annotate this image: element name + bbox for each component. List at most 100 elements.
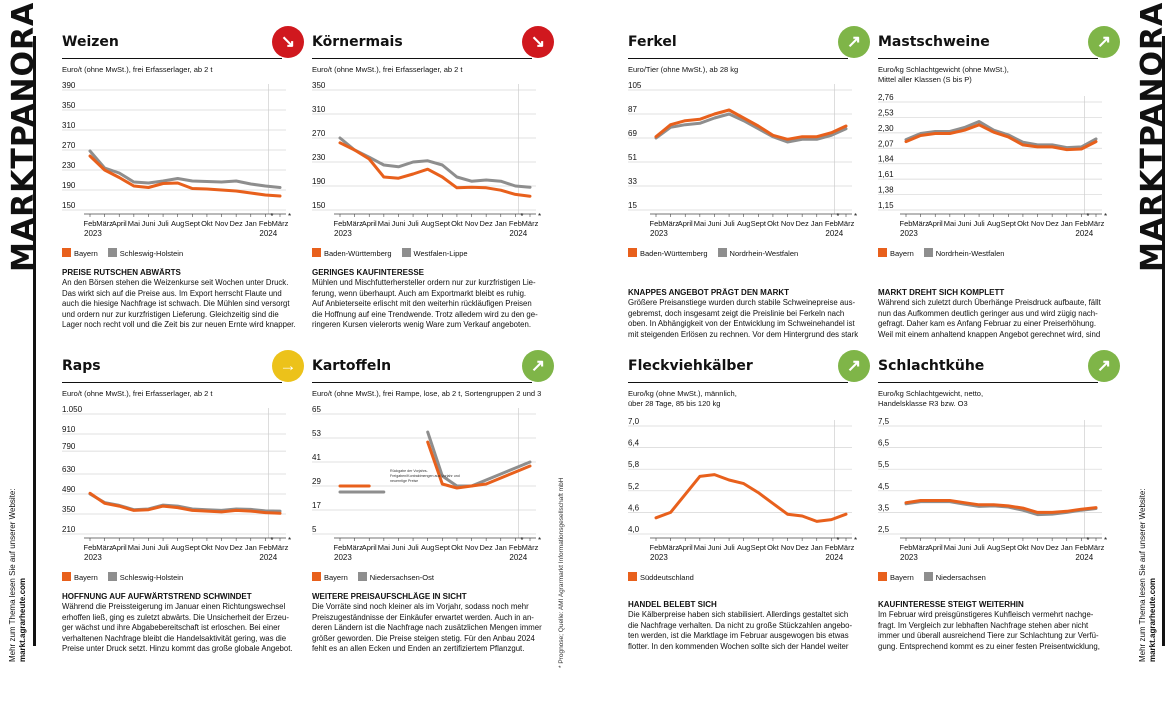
panel-title: Mastschweine bbox=[878, 34, 990, 50]
y-tick-label: 270 bbox=[62, 141, 76, 150]
panel-text-line: fragt. Im Vergleich zur lebhaften Nachfr… bbox=[878, 620, 1089, 630]
panel-rule bbox=[312, 58, 532, 59]
y-tick-label: 270 bbox=[312, 129, 326, 138]
legend-swatch bbox=[62, 248, 71, 257]
y-tick-label: 17 bbox=[312, 501, 321, 510]
panel-unit-line: Euro/t (ohne MwSt.), frei Rampe, lose, a… bbox=[312, 389, 542, 398]
panel-unit: Euro/t (ohne MwSt.), frei Erfasserlager,… bbox=[312, 65, 548, 75]
legend-swatch bbox=[628, 572, 637, 581]
x-tick-label: Aug bbox=[987, 219, 1000, 228]
x-tick-label: Jan bbox=[245, 543, 257, 552]
x-tick-label: April bbox=[678, 543, 693, 552]
side-note-url[interactable]: markt.agrarheute.com bbox=[18, 577, 27, 662]
x-tick-label: Nov bbox=[465, 543, 479, 552]
panel-headline: HOFFNUNG AUF AUFWÄRTSTREND SCHWINDET bbox=[62, 592, 252, 601]
panel-unit: Euro/kg (ohne MwSt.), männlich, über 28 T… bbox=[628, 389, 864, 409]
panel-body-text: Im Februar wird preisgünstigeres Kuhflei… bbox=[878, 610, 1114, 652]
panel-unit-line: Mittel aller Klassen (S bis P) bbox=[878, 75, 972, 84]
x-tick-label: Sept bbox=[751, 543, 767, 552]
arrow-up-right-icon[interactable]: ↗ bbox=[522, 350, 554, 382]
x-tick-label: Feb bbox=[259, 219, 272, 228]
panel-text-line: die Hoffnung auf eine Trendwende. Trotz … bbox=[312, 309, 538, 319]
arrow-down-right-icon[interactable]: ↘ bbox=[522, 26, 554, 58]
x-tick-label: Juni bbox=[142, 543, 156, 552]
arrow-up-right-icon[interactable]: ↗ bbox=[838, 26, 870, 58]
legend-swatch bbox=[923, 248, 933, 257]
panel-text-line: gung. Entsprechend kommt es zu einer fes… bbox=[878, 641, 1100, 651]
x-year-label: 2023 bbox=[650, 553, 668, 562]
legend-label: Schleswig-Holstein bbox=[119, 573, 184, 582]
x-tick-label: Juni bbox=[392, 219, 406, 228]
y-tick-label: 5,2 bbox=[628, 482, 640, 491]
x-tick-label: Aug bbox=[171, 219, 184, 228]
y-tick-label: 490 bbox=[62, 485, 76, 494]
legend-label: Bayern bbox=[890, 249, 914, 258]
legend-label: Niedersachsen-Ost bbox=[369, 573, 434, 582]
arrow-down-right-icon[interactable]: ↘ bbox=[272, 26, 304, 58]
x-tick-label: März bbox=[522, 543, 539, 552]
legend-item: Bayern bbox=[878, 572, 914, 582]
x-tick-label: Juni bbox=[958, 543, 972, 552]
panel-rule bbox=[878, 58, 1098, 59]
forecast-mark: * bbox=[1104, 212, 1107, 221]
arrow-right-icon[interactable]: → bbox=[272, 350, 304, 382]
x-tick-label: Juli bbox=[157, 219, 169, 228]
y-tick-label: 190 bbox=[312, 177, 326, 186]
panel-text-line: oben. In Abhängigkeit von der Entwicklun… bbox=[628, 319, 855, 328]
panel-rule bbox=[312, 382, 532, 383]
x-tick-label: Okt bbox=[451, 543, 464, 552]
y-tick-label: 1,61 bbox=[878, 170, 894, 179]
x-year-label: 2023 bbox=[334, 229, 352, 238]
panel-rule bbox=[62, 58, 282, 59]
x-tick-label: Dez bbox=[795, 543, 809, 552]
x-tick-label: Mai bbox=[944, 219, 956, 228]
arrow-up-right-icon[interactable]: ↗ bbox=[1088, 26, 1120, 58]
x-tick-label: Nov bbox=[781, 543, 795, 552]
x-tick-label: Okt bbox=[1017, 219, 1030, 228]
panel-text-line: Weil mit einem anhaltend knappen Angebot… bbox=[878, 329, 1101, 339]
x-tick-label: April bbox=[112, 219, 127, 228]
x-tick-label: April bbox=[928, 543, 943, 552]
panel-text-line: Während sich zuletzt durch Überhänge Pre… bbox=[878, 298, 1101, 307]
panel-text-line: mit steigenden Erlösen zu rechnen. Vor d… bbox=[628, 329, 859, 339]
panel-fleckvieh: Fleckviehkälber ↗ Euro/kg (ohne MwSt.), mä… bbox=[628, 350, 870, 660]
x-tick-label: März bbox=[346, 219, 363, 228]
panel-ferkel: Ferkel ↗ Euro/Tier (ohne MwSt.), ab 28 kg 1… bbox=[628, 26, 870, 339]
y-tick-label: 5,5 bbox=[878, 460, 890, 469]
legend-swatch bbox=[312, 248, 321, 257]
arrow-up-right-icon[interactable]: ↗ bbox=[1088, 350, 1120, 382]
x-tick-label: Dez bbox=[1045, 543, 1059, 552]
y-tick-label: 2,53 bbox=[878, 108, 894, 117]
side-note-right: Mehr zum Thema lesen Sie auf unserer Web… bbox=[1138, 488, 1158, 662]
x-tick-label: Aug bbox=[421, 543, 434, 552]
y-tick-label: 6,5 bbox=[878, 439, 890, 448]
forecast-mark: * bbox=[270, 212, 273, 221]
panel-text-line: Lager noch recht voll und die Zeit bis z… bbox=[62, 320, 296, 329]
side-note-url[interactable]: markt.agrarheute.com bbox=[1148, 577, 1157, 662]
panel-kartoffeln: Kartoffeln ↗ Euro/t (ohne MwSt.), frei Ram… bbox=[312, 350, 554, 660]
panel-rule bbox=[628, 382, 848, 383]
x-tick-label: Aug bbox=[987, 543, 1000, 552]
series-line-primary bbox=[654, 108, 848, 141]
series-line-secondary bbox=[426, 430, 532, 488]
x-tick-label: März bbox=[346, 543, 363, 552]
x-year-label: 2024 bbox=[509, 229, 527, 238]
x-tick-label: Juni bbox=[958, 219, 972, 228]
arrow-up-right-icon[interactable]: ↗ bbox=[838, 350, 870, 382]
x-year-label: 2023 bbox=[84, 229, 102, 238]
legend-label: Bayern bbox=[74, 573, 98, 582]
x-tick-label: Mai bbox=[128, 219, 140, 228]
legend-item: Bayern bbox=[312, 572, 348, 582]
x-tick-label: Juli bbox=[723, 543, 735, 552]
x-tick-label: Okt bbox=[767, 219, 780, 228]
x-tick-label: März bbox=[1088, 543, 1105, 552]
panel-text-line: verhaltenen Nachfrage bleibt die Handels… bbox=[62, 633, 287, 643]
panel-headline: KAUFINTERESSE STEIGT WEITERHIN bbox=[878, 600, 1024, 609]
x-tick-label: Sept bbox=[435, 219, 451, 228]
y-tick-label: 4,0 bbox=[628, 525, 640, 534]
x-tick-label: März bbox=[662, 219, 679, 228]
side-note-text: Mehr zum Thema lesen Sie auf unserer Web… bbox=[8, 488, 17, 662]
